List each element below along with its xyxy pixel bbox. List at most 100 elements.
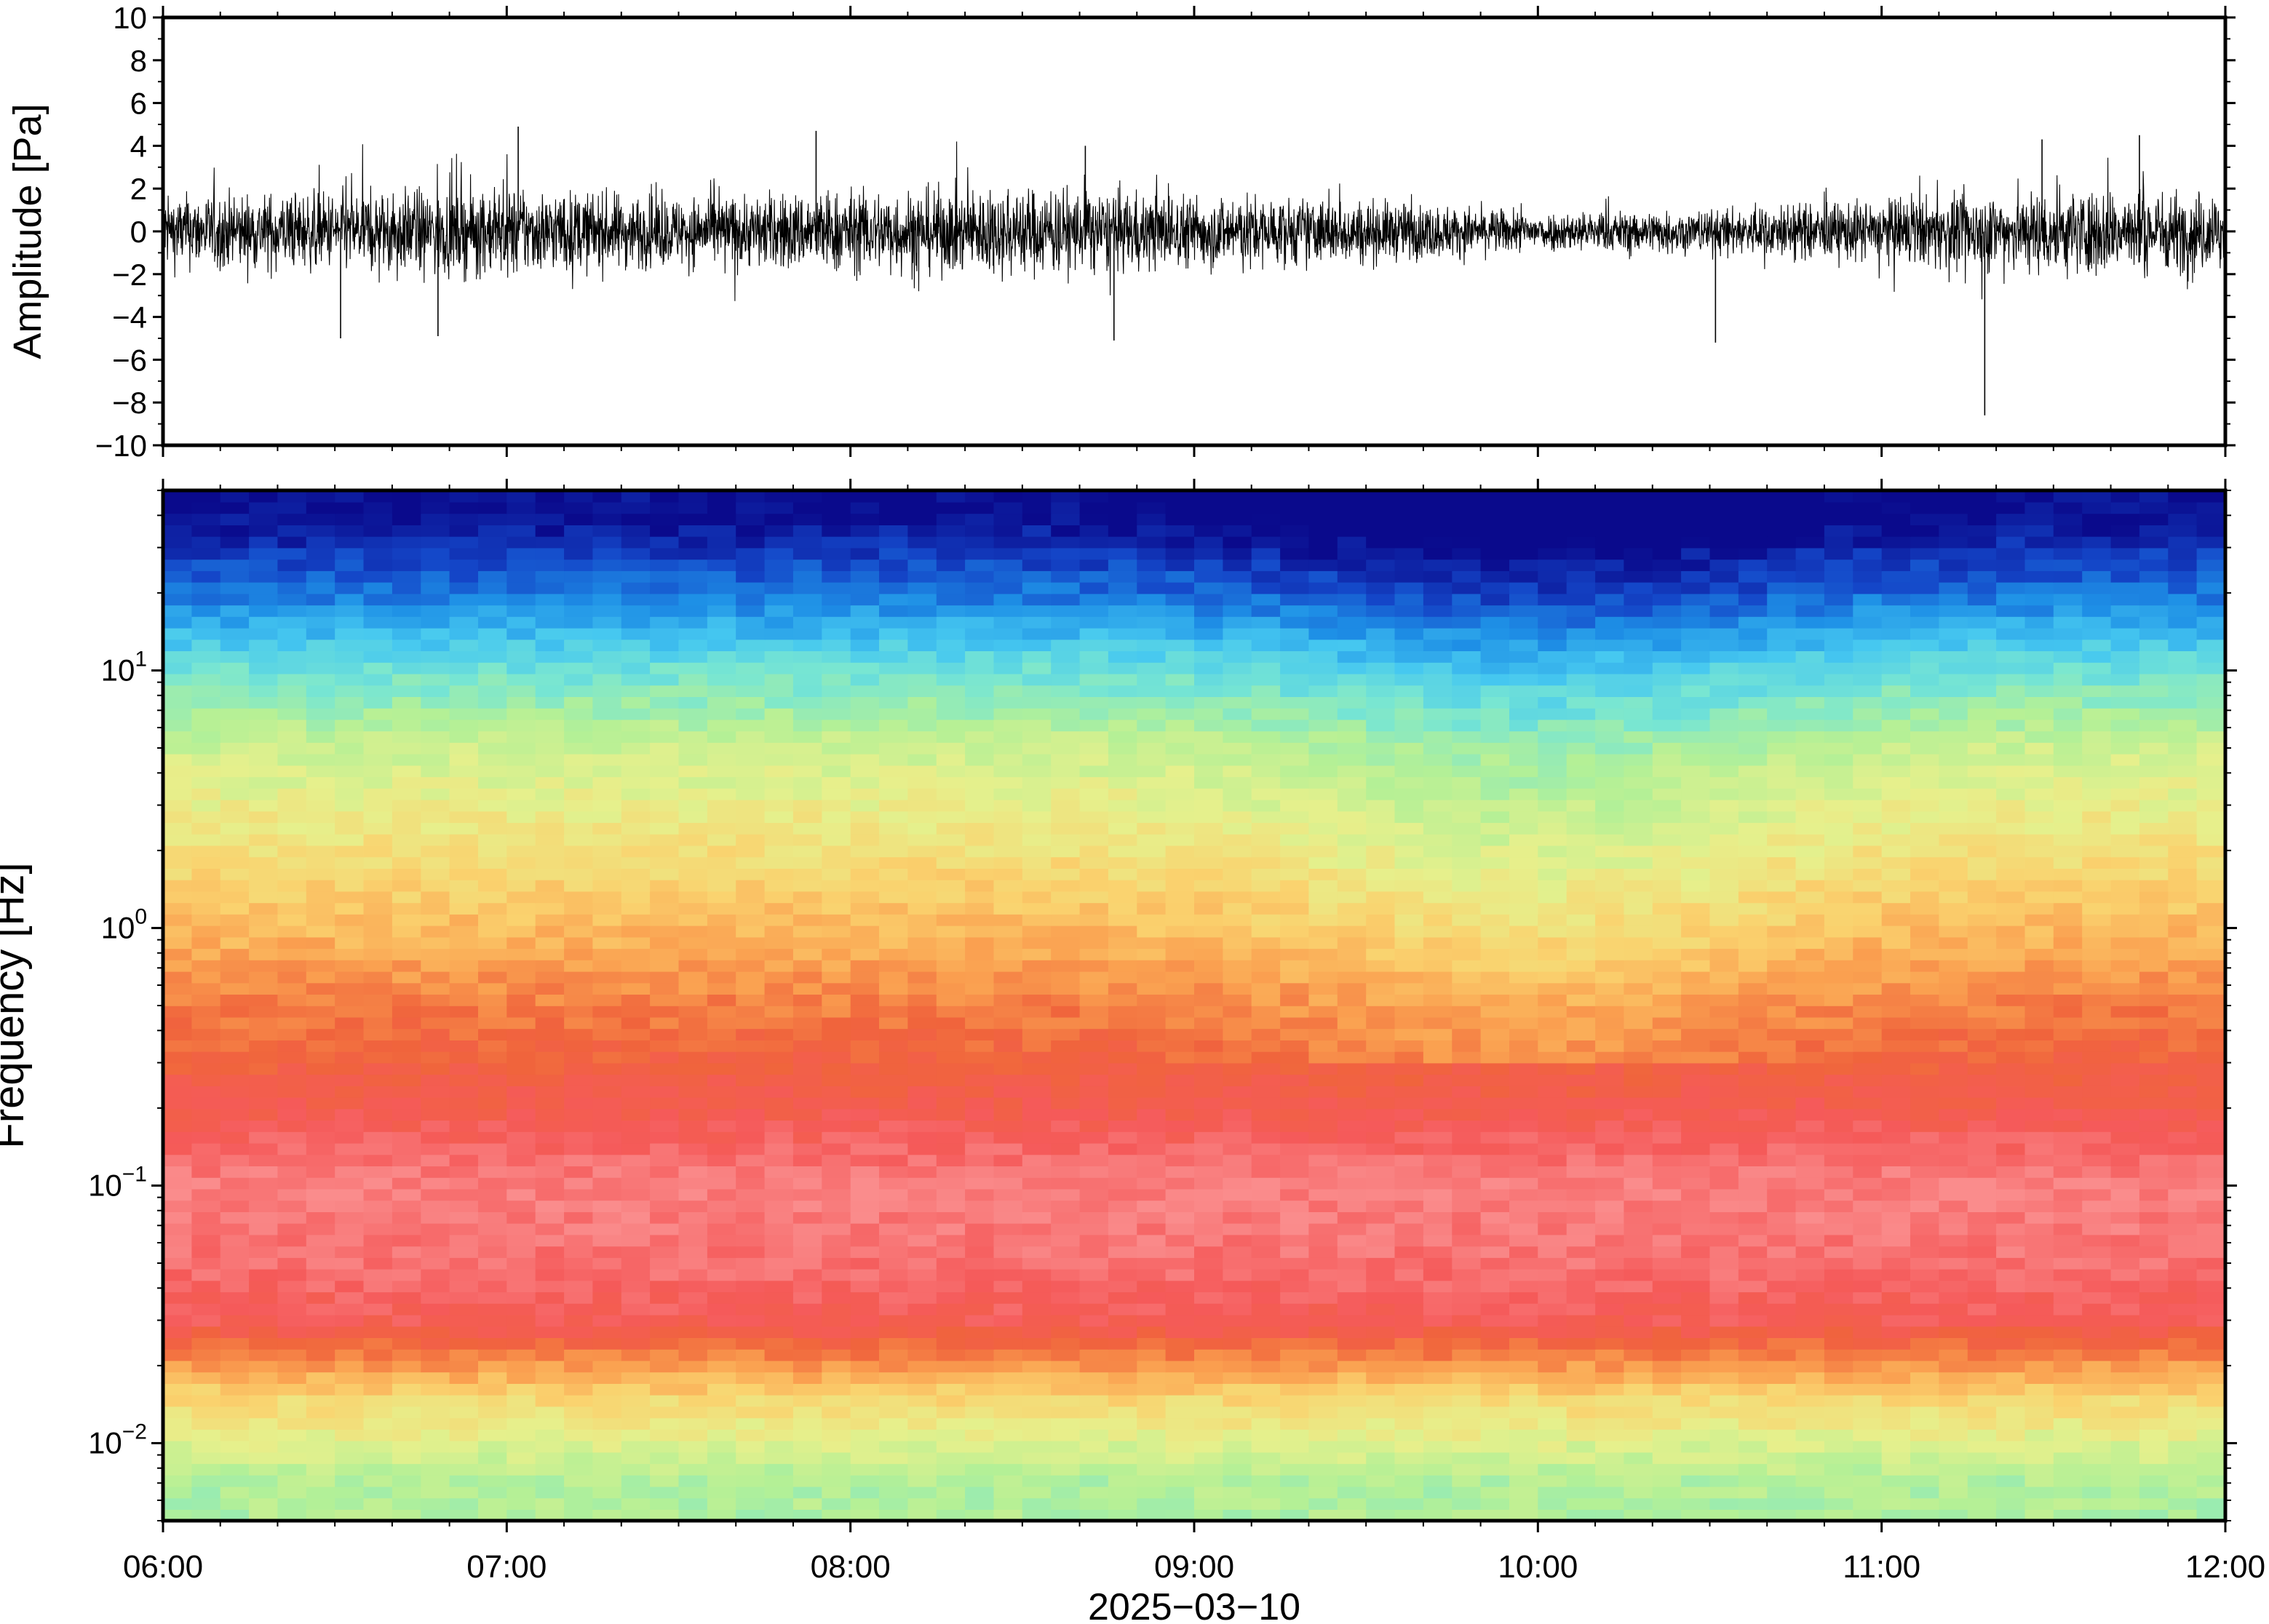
spectrogram-cell xyxy=(1394,1486,1424,1499)
spectrogram-cell xyxy=(2139,1394,2169,1407)
spectrogram-cell xyxy=(650,1051,680,1064)
spectrogram-cell xyxy=(1137,1417,1167,1430)
spectrogram-cell xyxy=(621,1086,651,1098)
spectrogram-cell xyxy=(2110,1086,2140,1098)
spectrogram-cell xyxy=(1194,1086,1224,1098)
spectrogram-cell xyxy=(736,1383,766,1396)
spectrogram-cell xyxy=(1423,1188,1453,1201)
spectrogram-cell xyxy=(1022,1062,1052,1075)
spectrogram-cell xyxy=(335,1016,365,1030)
spectrogram-cell xyxy=(1022,1074,1052,1086)
spectrogram-cell xyxy=(564,765,594,778)
spectrogram-cell xyxy=(249,799,279,812)
spectrogram-cell xyxy=(1251,1062,1281,1075)
spectrogram-cell xyxy=(335,1040,365,1052)
spectrogram-cell xyxy=(1767,1096,1797,1110)
spectrogram-cell xyxy=(1366,1188,1396,1201)
spectrogram-cell xyxy=(1108,902,1138,915)
spectrogram-cell xyxy=(592,1337,622,1350)
spectrogram-cell xyxy=(907,1234,937,1247)
spectrogram-cell xyxy=(965,1074,995,1086)
spectrogram-cell xyxy=(1194,1475,1224,1487)
spectrogram-cell xyxy=(1423,1326,1453,1338)
spectrogram-cell xyxy=(678,1268,708,1281)
spectrogram-cell xyxy=(1223,1177,1252,1190)
spectrogram-cell xyxy=(1366,1417,1396,1430)
spectrogram-cell xyxy=(2196,1463,2225,1476)
spectrogram-cell xyxy=(1452,1280,1482,1293)
spectrogram-cell xyxy=(1022,1200,1052,1212)
spectrogram-cell xyxy=(1337,960,1367,972)
spectrogram-cell xyxy=(478,1108,508,1121)
spectrogram-cell xyxy=(1910,1062,1940,1075)
spectrogram-cell xyxy=(1480,1234,1510,1247)
spectrogram-cell xyxy=(1137,834,1167,846)
spectrogram-cell xyxy=(1452,1108,1482,1121)
spectrogram-cell xyxy=(2053,1291,2083,1304)
spectrogram-cell xyxy=(220,902,250,915)
spectrogram-cell xyxy=(1910,765,1940,778)
spectrogram-cell xyxy=(2168,1016,2198,1030)
spectrogram-cell xyxy=(1051,1463,1081,1476)
spectrogram-cell xyxy=(592,856,622,869)
spectrogram-cell xyxy=(478,868,508,880)
spectrogram-cell xyxy=(506,1108,536,1121)
spectrogram-cell xyxy=(850,1486,880,1499)
spectrogram-cell xyxy=(1480,971,1510,984)
spectrogram-cell xyxy=(650,1463,680,1476)
spectrogram-cell xyxy=(2024,1142,2054,1155)
spectrogram-cell xyxy=(506,1394,536,1407)
spectrogram-cell xyxy=(879,1383,909,1396)
spectrogram-cell xyxy=(1939,1509,1968,1521)
spectrogram-cell xyxy=(1910,994,1940,1006)
spectrogram-cell xyxy=(1079,1314,1109,1327)
spectrogram-cell xyxy=(1394,788,1424,800)
spectrogram-cell xyxy=(2168,1200,2198,1212)
spectrogram-cell xyxy=(306,960,335,972)
spectrogram-cell xyxy=(879,1303,909,1315)
spectrogram-cell xyxy=(277,1337,307,1350)
spectrogram-cell xyxy=(1738,1417,1768,1430)
spectrogram-cell xyxy=(277,1383,307,1396)
spectrogram-cell xyxy=(1824,765,1854,778)
spectrogram-cell xyxy=(965,1257,995,1270)
spectrogram-cell xyxy=(1767,1040,1797,1052)
spectrogram-cell xyxy=(936,811,966,823)
spectrogram-cell xyxy=(2139,1406,2169,1419)
spectrogram-cell xyxy=(1423,822,1453,835)
spectrogram-cell xyxy=(1366,879,1396,892)
spectrogram-cell xyxy=(907,1120,937,1132)
spectrogram-cell xyxy=(1910,1142,1940,1155)
spectrogram-cell xyxy=(1853,925,1883,938)
spectrogram-cell xyxy=(1394,1096,1424,1110)
spectrogram-cell xyxy=(1452,1360,1482,1373)
spectrogram-cell xyxy=(1509,1108,1539,1121)
spectrogram-cell xyxy=(1795,1108,1825,1121)
spectrogram-cell xyxy=(707,856,737,869)
spectrogram-cell xyxy=(936,776,966,789)
spectrogram-cell xyxy=(1394,982,1424,995)
spectrogram-cell xyxy=(1566,1452,1596,1465)
spectrogram-cell xyxy=(1910,811,1940,823)
spectrogram-cell xyxy=(1681,1051,1711,1064)
spectrogram-cell xyxy=(993,1303,1023,1315)
spectrogram-cell xyxy=(2053,1268,2083,1281)
spectrogram-cell xyxy=(1423,971,1453,984)
spectrogram-cell xyxy=(764,1257,794,1270)
spectrogram-cell xyxy=(392,1475,422,1487)
spectrogram-cell xyxy=(678,1086,708,1098)
spectrogram-cell xyxy=(1652,1452,1682,1465)
spectrogram-cell xyxy=(621,1016,651,1030)
spectrogram-cell xyxy=(1251,1372,1281,1384)
spectrogram-cell xyxy=(2139,1303,2169,1315)
spectrogram-cell xyxy=(1509,788,1539,800)
spectrogram-cell xyxy=(191,799,221,812)
spectrogram-cell xyxy=(1595,1383,1625,1396)
spectrogram-cell xyxy=(850,1200,880,1212)
spectrogram-cell xyxy=(220,1108,250,1121)
spectrogram-cell xyxy=(1137,1372,1167,1384)
spectrogram-cell xyxy=(335,1509,365,1521)
spectrogram-cell xyxy=(1480,1372,1510,1384)
spectrogram-cell xyxy=(277,982,307,995)
spectrogram-cell xyxy=(392,1166,422,1178)
